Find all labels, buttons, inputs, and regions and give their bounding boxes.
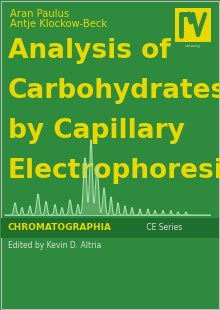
Text: Antje Klockow-Beck: Antje Klockow-Beck — [10, 19, 107, 29]
Text: Edited by Kevin D. Altria: Edited by Kevin D. Altria — [8, 241, 101, 250]
Text: by Capillary: by Capillary — [8, 118, 185, 144]
Text: Aran Paulus: Aran Paulus — [10, 9, 69, 19]
Text: CE Series: CE Series — [144, 224, 182, 232]
Text: Carbohydrates: Carbohydrates — [8, 78, 220, 104]
Bar — [175, 8, 211, 42]
Text: CHROMATOGRAPHIA: CHROMATOGRAPHIA — [8, 224, 112, 232]
Text: Analysis of: Analysis of — [8, 38, 171, 64]
Text: Electrophoresis: Electrophoresis — [8, 158, 220, 184]
Bar — [1, 218, 219, 238]
Text: vieweg: vieweg — [185, 44, 201, 48]
